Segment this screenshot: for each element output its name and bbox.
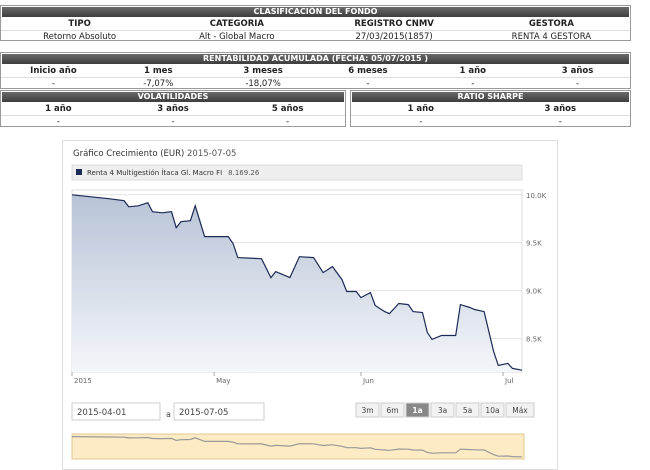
cell: - [171,117,175,127]
cell: Retorno Absoluto [43,32,117,42]
cell: - [286,117,290,127]
table-title: RATIO SHARPE [352,92,629,102]
x-tick-label: May [216,377,230,385]
cell: RENTA 4 GESTORA [511,32,592,42]
column-header: 6 meses [315,65,421,78]
cell: - [576,79,580,89]
column-header: CATEGORIA [158,18,316,31]
column-header: 3 años [115,103,231,116]
range-button-label: 10a [485,406,499,415]
legend-box [71,164,523,181]
range-button-label: 6m [386,406,398,415]
date-input[interactable] [173,402,265,421]
cell: Alt - Global Macro [199,32,275,42]
clasificacion-table: CLASIFICACIÓN DEL FONDO TIPO CATEGORIA REGI… [0,5,631,43]
range-button[interactable] [455,402,480,418]
x-tick-label: Jun [362,377,374,385]
range-button[interactable] [380,402,405,418]
volatilidades-table: VOLATILIDADES 1 año 3 años 5 años - - - [0,90,346,127]
table-title: VOLATILIDADES [2,92,344,102]
column-header: 1 año [1,103,116,116]
header-row: TIPO CATEGORIA REGISTRO CNMV GESTORA [1,18,630,31]
rentabilidad-table: RENTABILIDAD ACUMULADA (FECHA: 05/07/201… [0,52,631,89]
chart-title: Gráfico Crecimiento (EUR) [73,149,184,159]
table-title: RENTABILIDAD ACUMULADA (FECHA: 05/07/201… [2,54,629,64]
column-header: 3 años [525,65,630,78]
legend-value: 8.169.26 [228,169,260,177]
data-row: Retorno Absoluto Alt - Global Macro 27/03/… [1,31,630,43]
data-row: -- [351,116,630,128]
y-tick-label: 9.0K [526,288,542,296]
date-separator: a [166,410,171,419]
cell: -7,07% [143,79,174,89]
date-input[interactable] [71,402,161,421]
y-tick-label: 10.0K [526,192,547,200]
column-header: TIPO [1,18,159,31]
date-to: 2015-07-05 [179,408,228,418]
range-button-label: Máx [512,406,528,415]
cell: - [51,79,55,89]
navigator [71,433,525,460]
range-button[interactable] [430,402,455,418]
column-header: REGISTRO CNMV [315,18,473,31]
header-row: 1 año 3 años [351,103,630,116]
ratio-sharpe-table: RATIO SHARPE 1 año 3 años - - [350,90,631,127]
cell: - [471,79,475,89]
range-button-label: 3a [438,406,447,415]
data-row: - -7,07% -18,07% - - - [1,78,630,90]
range-button[interactable] [405,402,430,418]
header-row: 1 año 3 años 5 años [1,103,346,116]
column-header: 3 años [490,103,630,116]
cell: - [558,117,562,127]
navigator-line [71,436,523,458]
column-header: 1 año [351,103,491,116]
column-header: 5 años [230,103,346,116]
cell: - [366,79,370,89]
cell: 27/03/2015(1857) [355,32,433,42]
range-button[interactable] [355,402,380,418]
cell: - [56,117,60,127]
header-row: Inicio año 1 mes 3 meses 6 meses 1 año 3 años [1,65,630,78]
chart-date: 2015-07-05 [187,149,236,159]
x-tick-label: Jul [504,377,514,385]
range-button[interactable] [480,402,505,418]
table-title: CLASIFICACIÓN DEL FONDO [2,7,629,17]
range-button[interactable] [505,402,535,418]
data-row: --- [1,116,345,128]
date-from: 2015-04-01 [77,408,126,418]
column-header: 3 meses [210,65,316,78]
legend-swatch [76,169,82,175]
column-header: 1 año [420,65,526,78]
column-header: GESTORA [472,18,630,31]
cell: - [419,117,423,127]
range-button-label: 3m [361,406,373,415]
series-area [72,194,522,372]
series-line [71,194,523,371]
legend-label: Renta 4 Multigestión Ítaca Gl. Macro FI [87,168,222,177]
column-header: Inicio año [1,65,106,78]
cell: -18,07% [245,79,281,89]
x-tick-label: 2015 [74,377,92,385]
range-button-label: 1a [412,406,422,415]
y-tick-label: 8.5K [526,335,542,343]
range-button-label: 5a [463,406,472,415]
y-tick-label: 9.5K [526,240,542,248]
column-header: 1 mes [105,65,211,78]
